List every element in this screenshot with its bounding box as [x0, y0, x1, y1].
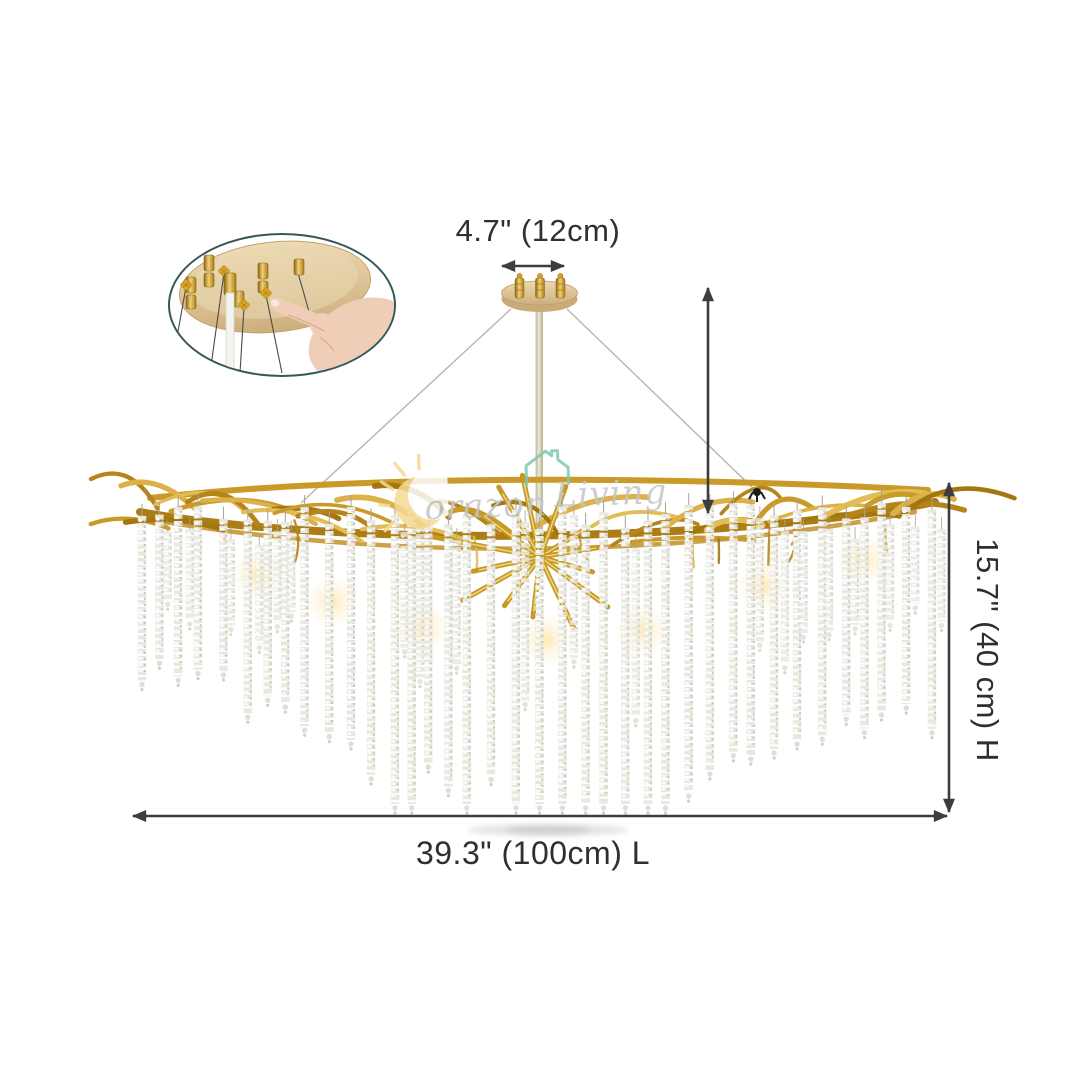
- hanging-cables: [300, 308, 758, 504]
- canopy-center-connector: [223, 272, 237, 296]
- canopy-detail-illustration: [171, 240, 394, 375]
- height-label: 15.7" (40 cm) H: [970, 538, 1005, 762]
- crystal-strands: [137, 490, 946, 815]
- dimension-arrows: [131, 260, 955, 822]
- ceiling-canopy: [501, 273, 578, 312]
- canopy-width-label: 4.7" (12cm): [455, 213, 621, 248]
- floor-shadow: [468, 824, 628, 836]
- canopy-fittings: [185, 254, 305, 310]
- canopy-knobs: [180, 265, 272, 311]
- cable-anchor: [748, 488, 766, 502]
- length-label: 39.3" (100cm) L: [415, 835, 651, 871]
- canopy-detail-inset: [168, 233, 396, 377]
- canopy-center-rod: [225, 292, 235, 375]
